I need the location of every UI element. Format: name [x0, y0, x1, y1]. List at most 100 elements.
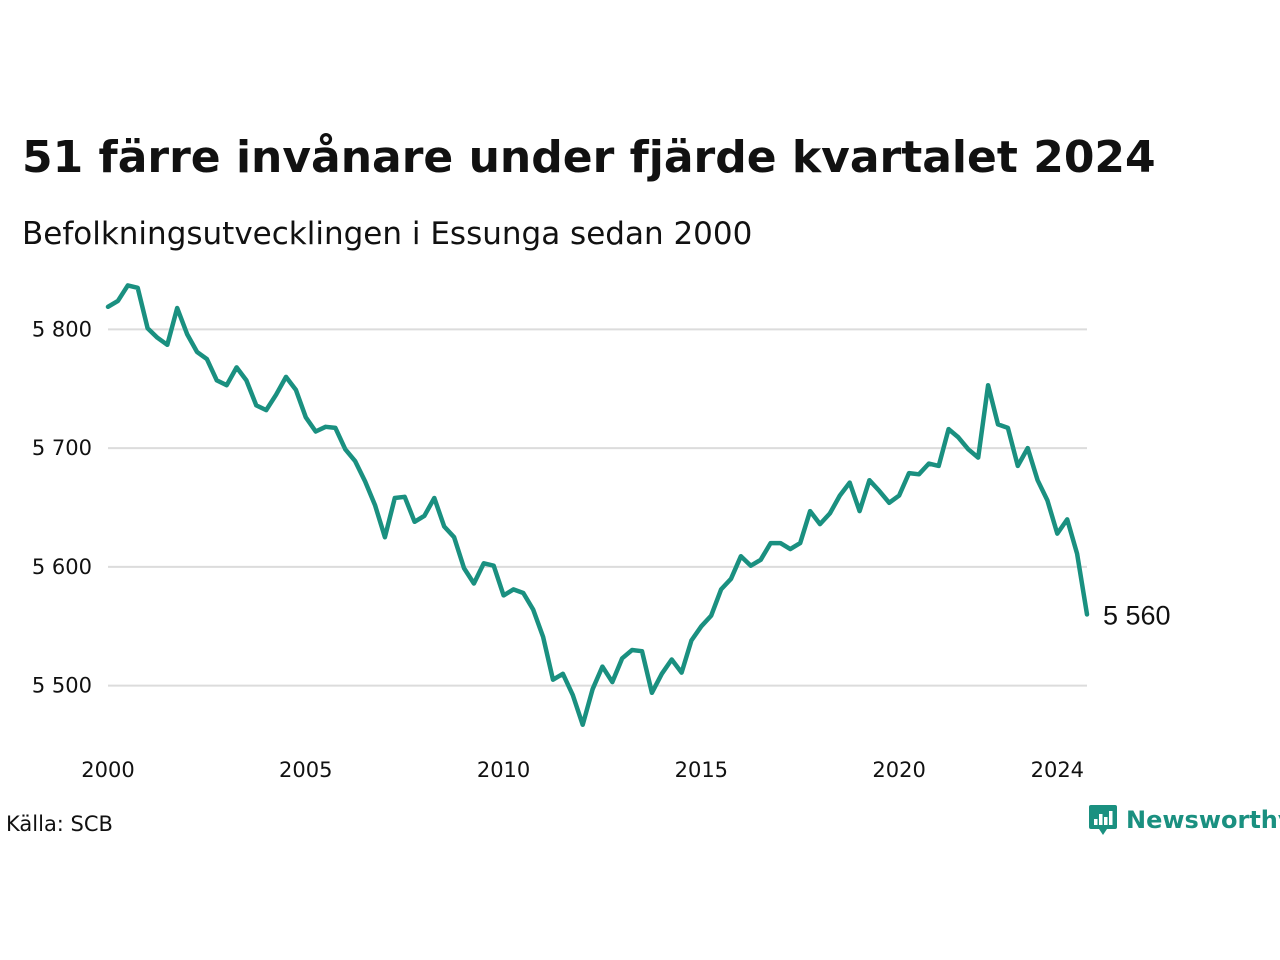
data-point: [403, 495, 407, 499]
data-point: [492, 564, 496, 568]
data-point: [887, 501, 891, 505]
data-point: [937, 464, 941, 468]
data-point: [897, 494, 901, 498]
data-point: [254, 403, 258, 407]
data-point: [442, 525, 446, 529]
data-point: [126, 283, 130, 287]
data-point: [561, 672, 565, 676]
data-point: [1016, 464, 1020, 468]
data-point: [1075, 552, 1079, 556]
data-point: [333, 426, 337, 430]
data-point: [116, 299, 120, 303]
data-point: [927, 462, 931, 466]
data-point: [274, 393, 278, 397]
data-point: [521, 591, 525, 595]
data-point: [165, 343, 169, 347]
x-tick-label: 2000: [81, 758, 134, 782]
chart-title: 51 färre invånare under fjärde kvartalet…: [22, 132, 1156, 183]
data-point: [848, 481, 852, 485]
source-note: Källa: SCB: [6, 812, 113, 836]
series-group: 5 560: [105, 283, 1171, 728]
data-point: [986, 383, 990, 387]
data-point: [947, 427, 951, 431]
data-point: [640, 649, 644, 653]
data-point: [294, 388, 298, 392]
data-point: [769, 541, 773, 545]
data-point: [1055, 532, 1059, 536]
data-point: [581, 723, 585, 727]
data-point: [502, 593, 506, 597]
data-point: [551, 678, 555, 682]
data-point: [1006, 426, 1010, 430]
data-point: [452, 535, 456, 539]
data-point: [719, 587, 723, 591]
data-point: [798, 541, 802, 545]
data-point: [660, 672, 664, 676]
data-point: [650, 691, 654, 695]
grid-lines: [108, 328, 1087, 687]
data-point: [185, 332, 189, 336]
data-point: [818, 522, 822, 526]
y-tick-label: 5 500: [32, 674, 92, 698]
data-point: [1085, 612, 1089, 616]
data-point: [511, 587, 515, 591]
data-point: [600, 665, 604, 669]
data-point: [699, 624, 703, 628]
data-point: [877, 489, 881, 493]
data-point: [175, 306, 179, 310]
data-point: [136, 286, 140, 290]
data-point: [966, 447, 970, 451]
data-point: [244, 378, 248, 382]
data-point: [630, 648, 634, 652]
data-point: [788, 547, 792, 551]
data-point: [808, 509, 812, 513]
data-point: [155, 336, 159, 340]
data-point: [907, 471, 911, 475]
data-point: [383, 535, 387, 539]
chart-subtitle: Befolkningsutvecklingen i Essunga sedan …: [22, 216, 753, 252]
y-tick-label: 5 600: [32, 555, 92, 579]
data-point: [680, 671, 684, 675]
data-point: [689, 639, 693, 643]
data-point: [1036, 478, 1040, 482]
data-point: [413, 520, 417, 524]
data-point: [956, 435, 960, 439]
data-point: [235, 365, 239, 369]
data-point: [610, 680, 614, 684]
data-point: [541, 635, 545, 639]
data-point: [215, 378, 219, 382]
x-tick-label: 2005: [279, 758, 332, 782]
brand-logo[interactable]: Newsworthy: [1088, 803, 1280, 837]
data-point: [314, 430, 318, 434]
data-point: [1065, 517, 1069, 521]
bar-chart-speech-bubble-icon: [1089, 805, 1117, 835]
data-point: [363, 479, 367, 483]
brand-name: Newsworthy: [1126, 806, 1280, 834]
data-point: [739, 554, 743, 558]
data-point: [264, 408, 268, 412]
data-point: [432, 496, 436, 500]
data-point: [462, 566, 466, 570]
data-point: [591, 687, 595, 691]
data-point: [976, 456, 980, 460]
data-point: [917, 472, 921, 476]
data-point: [709, 614, 713, 618]
data-point: [858, 509, 862, 513]
data-point: [304, 415, 308, 419]
data-point: [620, 656, 624, 660]
data-point: [106, 305, 110, 309]
series-line-0: [105, 283, 1090, 728]
data-point: [422, 514, 426, 518]
data-point: [867, 478, 871, 482]
data-point: [838, 494, 842, 498]
data-point: [571, 693, 575, 697]
data-point: [531, 608, 535, 612]
data-point: [472, 582, 476, 586]
data-point: [393, 496, 397, 500]
line-chart: 5 500 5 600 5 700 5 800 2000 2005 2010 2015 202…: [32, 283, 1171, 782]
y-axis: 5 500 5 600 5 700 5 800: [32, 317, 92, 697]
data-point: [729, 577, 733, 581]
data-point: [749, 564, 753, 568]
data-point: [482, 561, 486, 565]
data-point: [284, 375, 288, 379]
